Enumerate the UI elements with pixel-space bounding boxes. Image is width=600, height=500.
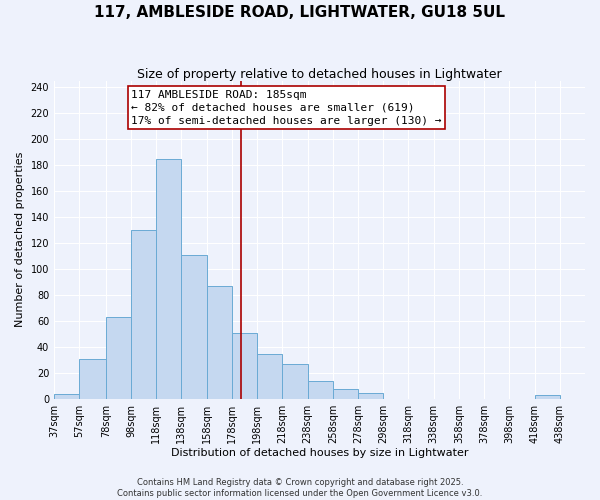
Bar — [358, 392, 383, 399]
Text: 117 AMBLESIDE ROAD: 185sqm
← 82% of detached houses are smaller (619)
17% of sem: 117 AMBLESIDE ROAD: 185sqm ← 82% of deta… — [131, 90, 442, 126]
Bar — [283, 364, 308, 399]
Bar — [232, 333, 257, 399]
Bar — [79, 359, 106, 399]
Text: 117, AMBLESIDE ROAD, LIGHTWATER, GU18 5UL: 117, AMBLESIDE ROAD, LIGHTWATER, GU18 5U… — [95, 5, 505, 20]
Text: Contains HM Land Registry data © Crown copyright and database right 2025.
Contai: Contains HM Land Registry data © Crown c… — [118, 478, 482, 498]
Bar — [106, 317, 131, 399]
Bar — [257, 354, 283, 399]
Bar — [131, 230, 156, 399]
Bar — [333, 388, 358, 399]
Bar — [54, 394, 79, 399]
Bar — [535, 395, 560, 399]
Title: Size of property relative to detached houses in Lightwater: Size of property relative to detached ho… — [137, 68, 502, 80]
X-axis label: Distribution of detached houses by size in Lightwater: Distribution of detached houses by size … — [171, 448, 468, 458]
Bar — [156, 158, 181, 399]
Bar — [206, 286, 232, 399]
Bar — [181, 255, 206, 399]
Y-axis label: Number of detached properties: Number of detached properties — [15, 152, 25, 328]
Bar — [308, 381, 333, 399]
